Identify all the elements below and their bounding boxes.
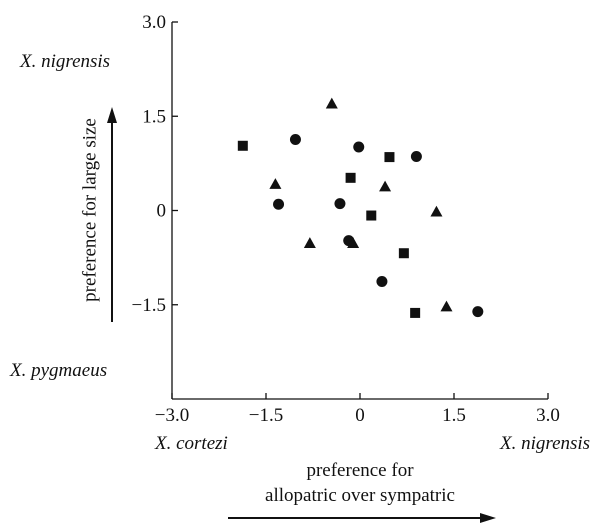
x-axis-label-line-1: preference for xyxy=(306,460,414,481)
x-right-species-label: X. nigrensis xyxy=(500,433,591,454)
y-top-species-label: X. nigrensis xyxy=(20,51,111,72)
circle-point xyxy=(376,276,388,288)
y-direction-arrowhead xyxy=(107,107,117,123)
x-left-species-label: X. cortezi xyxy=(155,433,228,454)
circle-point xyxy=(289,133,301,145)
y-tick-label: 0 xyxy=(157,201,167,222)
x-tick-label: −3.0 xyxy=(155,405,189,426)
triangle-point xyxy=(325,97,338,109)
triangle-point xyxy=(430,205,443,217)
triangle-point xyxy=(269,178,282,189)
triangle-point xyxy=(440,300,453,312)
y-bottom-species-label: X. pygmaeus xyxy=(10,360,108,381)
circle-point xyxy=(273,198,285,210)
circle-point xyxy=(353,141,365,153)
square-point xyxy=(366,210,377,221)
y-tick-label: 3.0 xyxy=(142,12,166,33)
x-tick-label: 0 xyxy=(355,405,365,426)
square-point xyxy=(398,248,409,259)
square-point xyxy=(410,307,421,318)
circle-point xyxy=(410,150,422,162)
triangle-point xyxy=(379,180,392,192)
circle-point xyxy=(334,198,346,210)
triangle-point xyxy=(347,237,360,248)
x-direction-arrowhead xyxy=(480,513,496,523)
x-tick-label: 3.0 xyxy=(536,405,560,426)
x-tick-label: −1.5 xyxy=(249,405,283,426)
square-point xyxy=(384,152,395,163)
circle-point xyxy=(472,306,484,318)
square-point xyxy=(237,140,248,151)
x-tick-label: 1.5 xyxy=(442,405,466,426)
triangle-point xyxy=(303,237,316,248)
y-axis-label: preference for large size xyxy=(79,118,101,302)
y-tick-label: 1.5 xyxy=(142,106,166,127)
x-axis-label-line-2: allopatric over sympatric xyxy=(265,485,455,506)
square-point xyxy=(345,172,356,183)
y-tick-label: −1.5 xyxy=(132,295,166,316)
